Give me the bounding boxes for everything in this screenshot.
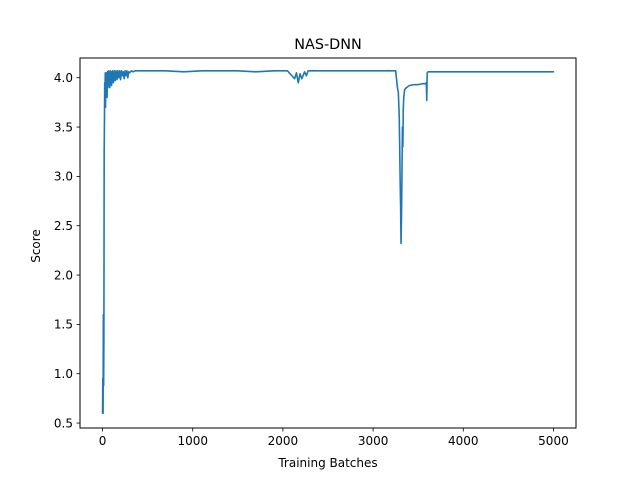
x-tick-label: 3000 <box>358 434 389 448</box>
series-layer <box>101 70 555 415</box>
plot-frame <box>79 57 577 429</box>
x-tick-label: 2000 <box>268 434 299 448</box>
x-tick-label: 5000 <box>538 434 569 448</box>
y-tick-label: 4.0 <box>54 71 73 85</box>
y-tick-label: 2.5 <box>54 219 73 233</box>
y-tick-label: 2.0 <box>54 268 73 282</box>
y-axis-label: Score <box>29 229 43 263</box>
x-tick-label: 1000 <box>177 434 208 448</box>
y-tick-label: 1.5 <box>54 318 73 332</box>
y-tick-label: 3.5 <box>54 120 73 134</box>
ticks-layer: 0 1000 2000 3000 4000 5000 0.5 1.0 1.5 2.0 2.5 3.0 3… <box>54 71 569 448</box>
y-tick-label: 0.5 <box>54 416 73 430</box>
x-tick-label: 0 <box>99 434 107 448</box>
x-tick-label: 4000 <box>448 434 479 448</box>
y-tick-label: 1.0 <box>54 367 73 381</box>
series-line-0 <box>101 70 555 415</box>
chart-title: NAS-DNN <box>294 37 362 53</box>
x-axis-label: Training Batches <box>277 456 377 470</box>
y-tick-label: 3.0 <box>54 170 73 184</box>
